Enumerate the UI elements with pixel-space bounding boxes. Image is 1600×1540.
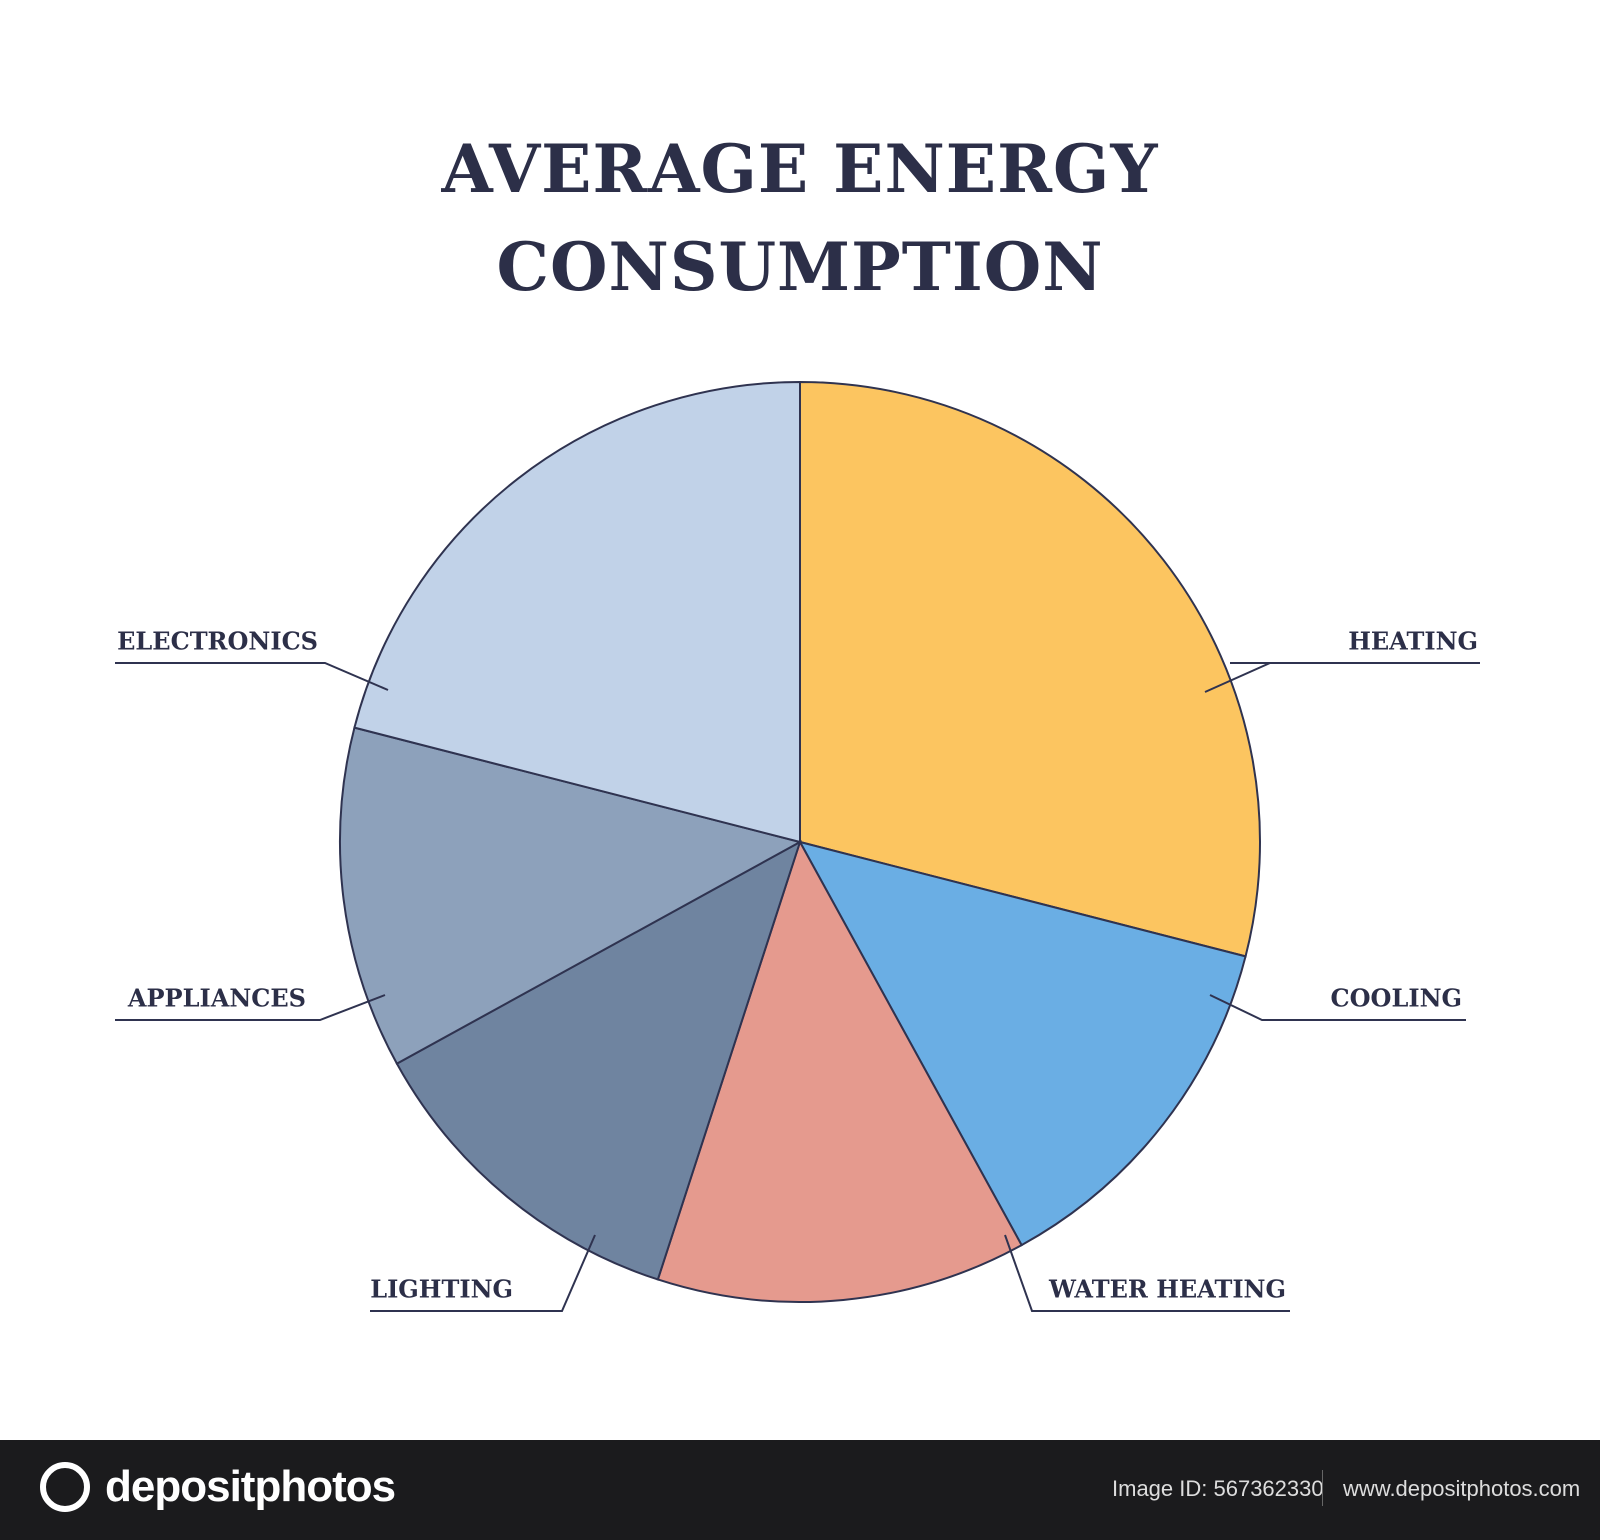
leader-line (115, 662, 389, 691)
leader-line (115, 994, 386, 1021)
slice-label: COOLING (1331, 984, 1462, 1013)
image-id: Image ID: 567362330 (1112, 1476, 1324, 1501)
logo (40, 1462, 90, 1512)
leader-line (1004, 1234, 1290, 1312)
leader-line (370, 1234, 596, 1312)
leader-line (1209, 994, 1466, 1021)
brand[interactable]: depositphotos (105, 1462, 396, 1511)
pie-slice (353, 380, 801, 844)
footer: depositphotos Image ID: 567362330 www.de… (0, 1440, 1600, 1540)
chart: HEATING COOLING WATER HEATING LIGHTING APPLI… (115, 380, 1480, 1312)
leader-line (1204, 662, 1480, 693)
separator (1322, 1470, 1323, 1506)
pie-slice (395, 839, 802, 1281)
slice-label: LIGHTING (370, 1275, 513, 1304)
pie-slice (798, 840, 1247, 1247)
pie-slice (799, 380, 1261, 958)
pie-slice (656, 839, 1023, 1303)
slice-label: HEATING (1348, 627, 1478, 656)
slice-label: ELECTRONICS (117, 627, 318, 656)
slice-label: APPLIANCES (127, 984, 306, 1013)
url[interactable]: www.depositphotos.com (1343, 1476, 1581, 1501)
pie-slice (339, 726, 803, 1065)
slice-label: WATER HEATING (1048, 1275, 1286, 1304)
chart-title: AVERAGE ENERGY CONSUMPTION (441, 130, 1159, 306)
